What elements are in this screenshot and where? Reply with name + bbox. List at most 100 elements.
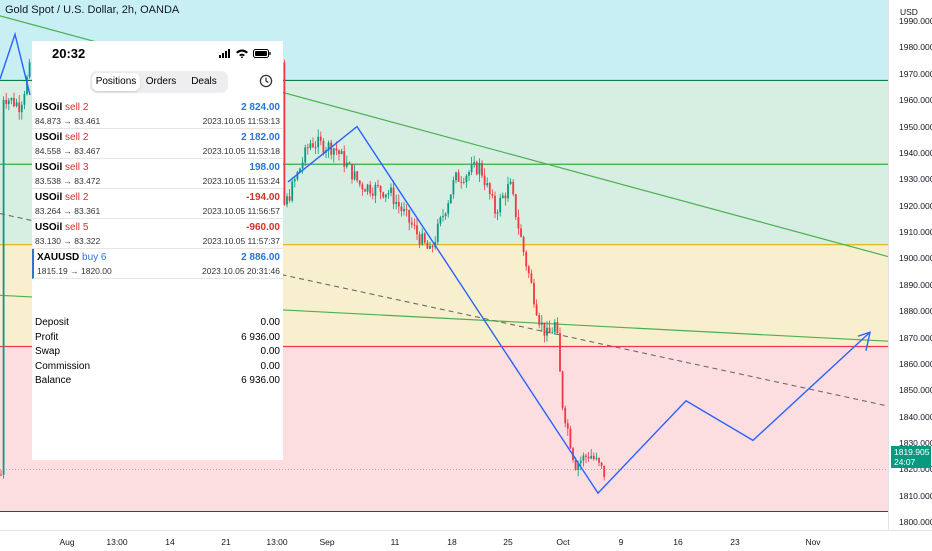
candle-body [28,62,31,77]
candle-body [408,209,411,223]
candle-body [286,196,288,205]
candle-body [465,175,468,183]
candle-body [395,201,398,204]
price-tick: 1950.000 [899,121,932,132]
candle-body [340,151,343,155]
time-tick: 13:00 [106,537,128,547]
candle-body [361,184,364,190]
candle-body [527,266,530,274]
time-tick: 9 [618,537,624,547]
position-time: 2023.10.05 20:31:46 [202,266,280,276]
candle-body [509,181,512,185]
time-tick: Aug [59,537,75,547]
chart-title: Gold Spot / U.S. Dollar, 2h, OANDA [5,4,180,16]
position-row[interactable]: USOil sell 5 83.130 → 83.322 -960.00 2023.1… [32,219,283,249]
candle-body [507,184,509,199]
candle-body [423,233,426,243]
position-row[interactable]: XAUUSD buy 6 1815.19 → 1820.00 2 886.00 202… [32,249,283,279]
position-symbol: USOil sell 2 [35,102,89,113]
candle-body [387,193,390,195]
projection-line [287,125,871,495]
time-tick: 23 [730,537,740,547]
candle-body [431,245,434,248]
price-tick: 1840.000 [899,411,932,422]
position-side: buy 6 [82,252,107,263]
summary-label: Commission [35,360,91,372]
position-row[interactable]: USOil sell 3 83.538 → 83.472 198.00 2023.10… [32,159,283,189]
position-profit: 2 886.00 [241,252,280,263]
tab-positions[interactable]: Positions [92,73,140,91]
price-tick: 1890.000 [899,279,932,290]
tab-orders[interactable]: Orders [145,76,177,87]
time-tick: Oct [556,537,570,547]
price-tick: 1850.000 [899,385,932,396]
position-row[interactable]: USOil sell 2 83.264 → 83.361 -194.00 2023.1… [32,189,283,219]
candle-body [475,162,478,175]
summary-row-commission: Commission 0.00 [32,361,283,376]
battery-icon [253,49,271,58]
price-axis[interactable]: USD 1990.000 1980.000 1970.000 1960.000 1950… [888,0,932,530]
position-profit: 198.00 [249,162,280,173]
candle-body [332,148,335,155]
summary-label: Deposit [35,317,69,328]
candle-body [416,225,418,235]
candle-body [533,282,535,305]
position-side: sell 5 [65,222,89,233]
summary-label: Profit [35,331,59,343]
history-icon[interactable] [259,74,273,88]
position-time: 2023.10.05 11:53:24 [202,176,280,186]
candle-body [444,213,447,217]
candle-body [0,474,2,476]
dashed-trend-line [0,213,888,407]
position-symbol: USOil sell 2 [35,132,89,143]
time-axis[interactable]: Aug 13:00 14 21 13:00 Sep 11 18 25 Oct 9 16 23 Nov [0,530,932,551]
price-tick: 1820.000 [899,464,932,475]
summary-label: Swap [35,346,61,357]
position-profit: -960.00 [246,222,280,233]
position-prices: 83.130 → 83.322 [35,236,101,246]
candle-body [299,168,301,172]
candle-body [522,236,525,253]
position-prices: 84.558 → 83.467 [35,146,101,156]
time-tick: 11 [390,537,400,547]
projection-line [0,31,31,96]
candle-body [306,147,309,149]
summary-row-balance: Balance 6 936.00 [32,375,283,390]
tab-deals[interactable]: Deals [191,76,217,87]
candle-body [390,187,392,194]
candle-body [291,181,294,201]
candle-body [301,162,304,169]
price-tick: 1970.000 [899,68,932,79]
summary-label: Balance [35,375,72,386]
candle-body [540,322,543,325]
candle-body [481,162,483,176]
candle-body [312,143,314,148]
price-tick: 1910.000 [899,227,932,238]
position-time: 2023.10.05 11:57:37 [202,236,280,246]
position-symbol: USOil sell 5 [35,222,89,233]
candle-body [319,136,322,141]
candle-body [371,193,374,196]
position-time: 2023.10.05 11:53:18 [202,146,280,156]
price-tick: 1940.000 [899,147,932,158]
candle-body [486,183,489,186]
price-tick: 1960.000 [899,95,932,106]
candle-body [382,192,385,198]
candle-body [559,333,561,372]
candle-body [590,455,593,459]
current-price-label: 1819.905 24:07 [891,446,931,468]
time-tick: 16 [673,537,683,547]
candle-body [405,209,408,211]
candle-body [494,195,496,214]
position-prices: 84.873 → 83.461 [35,116,101,126]
position-row[interactable]: USOil sell 2 84.873 → 83.461 2 824.00 2023.… [32,99,283,129]
price-tick: 1980.000 [899,42,932,53]
time-tick: 13:00 [266,537,288,547]
candle-body [598,458,600,463]
position-row[interactable]: USOil sell 2 84.558 → 83.467 2 182.00 2023.… [32,129,283,159]
candle-body [327,142,330,151]
candle-body [460,181,463,183]
candle-body [421,233,424,245]
candle-body [483,175,486,186]
candle-body [384,194,387,198]
